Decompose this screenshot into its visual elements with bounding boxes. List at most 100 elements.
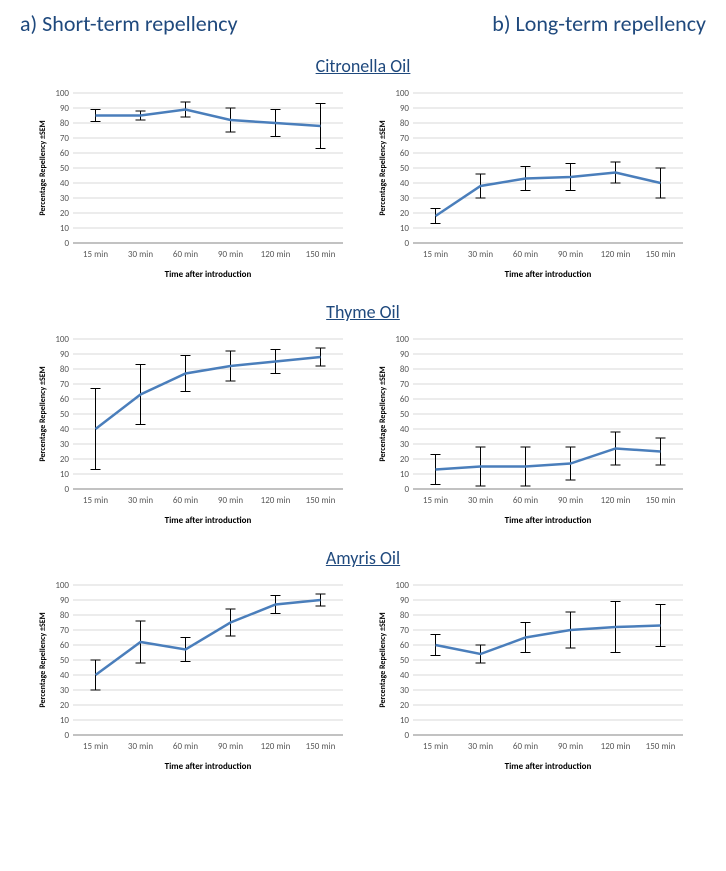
chart-short-term: 010203040506070809010015 min30 min60 min… [33, 575, 353, 775]
svg-text:Time after introduction: Time after introduction [165, 761, 252, 772]
svg-text:50: 50 [60, 655, 70, 666]
chart-long-term: 010203040506070809010015 min30 min60 min… [373, 575, 693, 775]
svg-text:90: 90 [60, 103, 70, 114]
svg-text:60: 60 [60, 148, 70, 159]
svg-text:40: 40 [60, 178, 70, 189]
oil-title: Amyris Oil [20, 547, 706, 569]
chart: 010203040506070809010015 min30 min60 min… [33, 329, 353, 529]
svg-text:30 min: 30 min [468, 249, 493, 260]
svg-text:15 min: 15 min [423, 495, 448, 506]
svg-text:80: 80 [60, 118, 70, 129]
svg-text:120 min: 120 min [601, 249, 631, 260]
svg-text:120 min: 120 min [261, 249, 291, 260]
svg-text:60: 60 [60, 640, 70, 651]
svg-text:10: 10 [60, 715, 70, 726]
svg-text:15 min: 15 min [83, 249, 108, 260]
svg-text:Percentage Repellency ±SEM: Percentage Repellency ±SEM [38, 120, 48, 215]
svg-text:30 min: 30 min [128, 249, 153, 260]
svg-text:Time after introduction: Time after introduction [165, 269, 252, 280]
svg-text:20: 20 [400, 454, 410, 465]
chart-long-term: 010203040506070809010015 min30 min60 min… [373, 83, 693, 283]
svg-text:90 min: 90 min [218, 495, 243, 506]
svg-text:90: 90 [400, 349, 410, 360]
svg-text:40: 40 [400, 670, 410, 681]
svg-text:120 min: 120 min [261, 741, 291, 752]
svg-text:Time after introduction: Time after introduction [505, 761, 592, 772]
svg-text:0: 0 [404, 730, 409, 741]
svg-text:150 min: 150 min [646, 249, 676, 260]
svg-text:60: 60 [400, 394, 410, 405]
svg-text:30: 30 [60, 439, 70, 450]
svg-text:0: 0 [404, 484, 409, 495]
svg-text:60 min: 60 min [513, 495, 538, 506]
oil-title: Citronella Oil [20, 55, 706, 77]
svg-text:70: 70 [60, 625, 70, 636]
svg-text:Time after introduction: Time after introduction [505, 515, 592, 526]
svg-text:30: 30 [60, 193, 70, 204]
svg-text:40: 40 [400, 424, 410, 435]
svg-text:70: 70 [400, 379, 410, 390]
svg-text:20: 20 [60, 454, 70, 465]
svg-text:60: 60 [60, 394, 70, 405]
svg-text:90 min: 90 min [218, 249, 243, 260]
svg-text:150 min: 150 min [306, 495, 336, 506]
svg-text:10: 10 [60, 223, 70, 234]
svg-text:Time after introduction: Time after introduction [505, 269, 592, 280]
svg-text:90 min: 90 min [558, 741, 583, 752]
svg-text:10: 10 [400, 715, 410, 726]
svg-text:120 min: 120 min [601, 495, 631, 506]
column-header-b: b) Long-term repellency [492, 10, 706, 37]
svg-text:30 min: 30 min [468, 495, 493, 506]
svg-text:30: 30 [400, 439, 410, 450]
svg-text:70: 70 [400, 133, 410, 144]
svg-text:60 min: 60 min [513, 249, 538, 260]
svg-text:30 min: 30 min [468, 741, 493, 752]
svg-text:20: 20 [400, 700, 410, 711]
svg-text:100: 100 [55, 334, 69, 345]
svg-text:10: 10 [400, 469, 410, 480]
svg-text:60: 60 [400, 148, 410, 159]
svg-text:Percentage Repellency ±SEM: Percentage Repellency ±SEM [378, 612, 388, 707]
svg-text:30: 30 [400, 685, 410, 696]
charts-container: Citronella Oil010203040506070809010015 m… [20, 55, 706, 775]
svg-text:40: 40 [400, 178, 410, 189]
svg-text:50: 50 [400, 409, 410, 420]
svg-text:15 min: 15 min [83, 495, 108, 506]
svg-text:50: 50 [400, 163, 410, 174]
chart-short-term: 010203040506070809010015 min30 min60 min… [33, 329, 353, 529]
svg-text:90 min: 90 min [558, 495, 583, 506]
svg-text:Percentage Repellency ±SEM: Percentage Repellency ±SEM [38, 366, 48, 461]
svg-text:50: 50 [400, 655, 410, 666]
svg-text:20: 20 [400, 208, 410, 219]
svg-text:30: 30 [60, 685, 70, 696]
svg-text:60: 60 [400, 640, 410, 651]
svg-text:100: 100 [55, 580, 69, 591]
svg-text:30: 30 [400, 193, 410, 204]
svg-text:90 min: 90 min [218, 741, 243, 752]
oil-title: Thyme Oil [20, 301, 706, 323]
chart-row: 0 10 20 30 40 50 60 70 80 90 100 15 min 30 min 60 min… [20, 329, 706, 529]
svg-text:Time after introduction: Time after introduction [165, 515, 252, 526]
svg-text:90: 90 [60, 595, 70, 606]
svg-text:70: 70 [60, 133, 70, 144]
svg-text:90: 90 [60, 349, 70, 360]
svg-text:Percentage Repellency ±SEM: Percentage Repellency ±SEM [378, 120, 388, 215]
svg-text:100: 100 [395, 334, 409, 345]
svg-text:90: 90 [400, 595, 410, 606]
svg-text:30 min: 30 min [128, 741, 153, 752]
svg-text:60 min: 60 min [173, 249, 198, 260]
svg-text:0: 0 [64, 484, 69, 495]
chart-row: 010203040506070809010015 min30 min60 min… [20, 83, 706, 283]
svg-text:150 min: 150 min [306, 741, 336, 752]
svg-text:90: 90 [400, 103, 410, 114]
svg-text:15 min: 15 min [423, 249, 448, 260]
svg-text:90 min: 90 min [558, 249, 583, 260]
svg-text:80: 80 [400, 118, 410, 129]
svg-text:80: 80 [60, 364, 70, 375]
svg-text:50: 50 [60, 163, 70, 174]
svg-text:100: 100 [395, 88, 409, 99]
svg-text:15 min: 15 min [423, 741, 448, 752]
chart-row: 010203040506070809010015 min30 min60 min… [20, 575, 706, 775]
svg-text:0: 0 [64, 730, 69, 741]
svg-text:60 min: 60 min [173, 495, 198, 506]
